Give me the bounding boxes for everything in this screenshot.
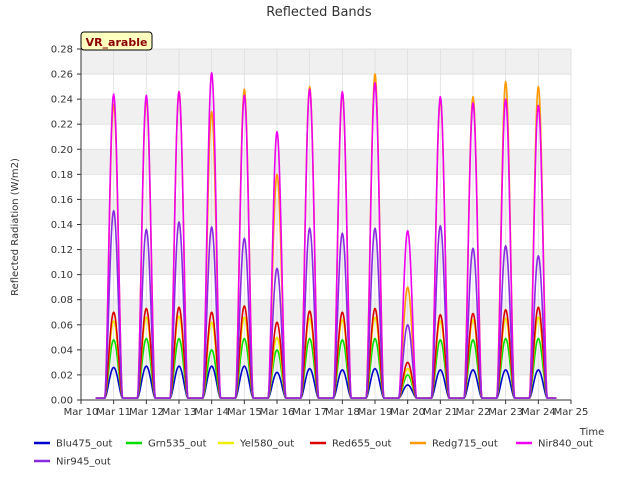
grid-band [81,149,571,175]
x-tick-label: Mar 14 [194,407,229,418]
x-tick-label: Mar 19 [358,407,393,418]
grid-band [81,349,571,375]
chart-title: Reflected Bands [266,5,372,20]
legend-label-Blu475_out: Blu475_out [56,439,113,450]
y-axis-label: Reflected Radiation (W/m2) [10,158,21,296]
x-tick-label: Mar 24 [521,407,556,418]
x-tick-label: Mar 12 [129,407,164,418]
y-tick-label: 0.14 [51,220,73,231]
legend-label-Nir945_out: Nir945_out [56,457,111,468]
y-tick-label: 0.24 [51,95,73,106]
x-tick-label: Mar 17 [292,407,327,418]
grid-band [81,199,571,225]
grid-band [81,249,571,275]
legend-label-Redg715_out: Redg715_out [432,439,498,450]
x-tick-label: Mar 11 [96,407,131,418]
grid-band [81,99,571,125]
x-tick-label: Mar 15 [227,407,262,418]
y-tick-label: 0.04 [51,345,73,356]
series-line-Nir945_out [95,209,557,399]
y-tick-label: 0.12 [51,245,73,256]
y-tick-label: 0.06 [51,320,73,331]
y-tick-label: 0.22 [51,120,73,131]
x-tick-label: Mar 23 [488,407,523,418]
legend-label-Yel580_out: Yel580_out [239,439,294,450]
y-tick-label: 0.18 [51,170,73,181]
annotation-text: VR_arable [86,36,148,49]
y-tick-label: 0.08 [51,295,73,306]
series-layer [95,72,557,399]
legend-label-Red655_out: Red655_out [332,439,392,450]
grid-band [81,49,571,75]
legend: Blu475_out Grn535_out Yel580_out Red655_out… [34,439,593,468]
x-tick-label: Mar 18 [325,407,360,418]
annotation-box-bg [80,31,153,51]
y-tick-label: 0.02 [51,370,73,381]
y-tick-label: 0.16 [51,195,73,206]
x-tick-label: Mar 20 [390,407,425,418]
x-tick-label: Mar 21 [423,407,458,418]
x-tick-label: Mar 16 [260,407,295,418]
grid-band [81,299,571,325]
x-tick-label: Mar 22 [456,407,491,418]
x-tick-label: Mar 13 [162,407,197,418]
y-axis: 0.00 0.02 0.04 0.06 0.08 0.10 0.12 0.14 0.16 0.18… [51,45,81,407]
y-tick-label: 0.20 [51,145,73,156]
legend-label-Nir840_out: Nir840_out [538,439,593,450]
y-tick-label: 0.10 [51,270,73,281]
x-tick-label: Mar 10 [64,407,99,418]
y-tick-label: 0.00 [51,396,73,407]
legend-label-Grn535_out: Grn535_out [148,439,207,450]
y-tick-label: 0.28 [51,45,73,56]
annotation-box: VR_arable [80,31,153,51]
x-axis-label: Time [579,427,604,438]
y-tick-label: 0.26 [51,70,73,81]
x-tick-label: Mar 25 [554,407,589,418]
